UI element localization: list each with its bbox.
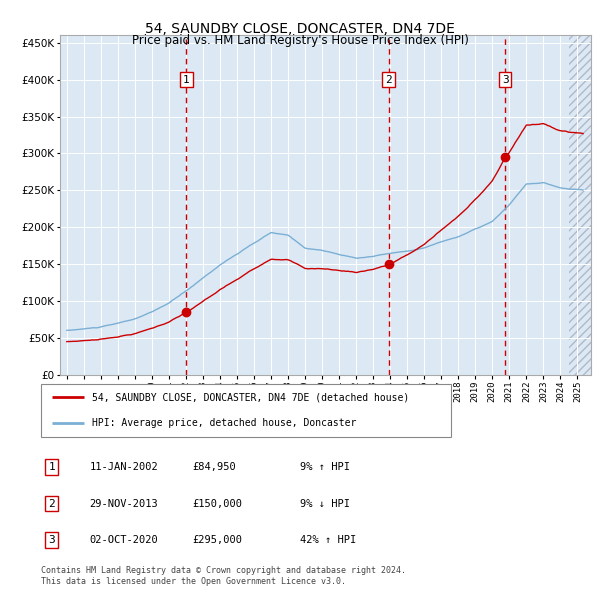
- Text: 02-OCT-2020: 02-OCT-2020: [89, 535, 158, 545]
- Text: 11-JAN-2002: 11-JAN-2002: [89, 462, 158, 472]
- Text: 9% ↓ HPI: 9% ↓ HPI: [300, 499, 350, 509]
- Text: Price paid vs. HM Land Registry's House Price Index (HPI): Price paid vs. HM Land Registry's House …: [131, 34, 469, 47]
- Text: 1: 1: [48, 462, 55, 472]
- Text: £150,000: £150,000: [192, 499, 242, 509]
- Text: 42% ↑ HPI: 42% ↑ HPI: [300, 535, 356, 545]
- Text: 2: 2: [385, 75, 392, 84]
- Text: 54, SAUNDBY CLOSE, DONCASTER, DN4 7DE: 54, SAUNDBY CLOSE, DONCASTER, DN4 7DE: [145, 22, 455, 37]
- Text: 2: 2: [48, 499, 55, 509]
- Text: 1: 1: [183, 75, 190, 84]
- Text: 29-NOV-2013: 29-NOV-2013: [89, 499, 158, 509]
- FancyBboxPatch shape: [41, 384, 451, 437]
- Text: £295,000: £295,000: [192, 535, 242, 545]
- Text: 3: 3: [502, 75, 508, 84]
- Text: HPI: Average price, detached house, Doncaster: HPI: Average price, detached house, Donc…: [92, 418, 356, 428]
- Text: 9% ↑ HPI: 9% ↑ HPI: [300, 462, 350, 472]
- Text: Contains HM Land Registry data © Crown copyright and database right 2024.
This d: Contains HM Land Registry data © Crown c…: [41, 566, 406, 586]
- Text: £84,950: £84,950: [192, 462, 236, 472]
- Text: 3: 3: [48, 535, 55, 545]
- Text: 54, SAUNDBY CLOSE, DONCASTER, DN4 7DE (detached house): 54, SAUNDBY CLOSE, DONCASTER, DN4 7DE (d…: [92, 392, 409, 402]
